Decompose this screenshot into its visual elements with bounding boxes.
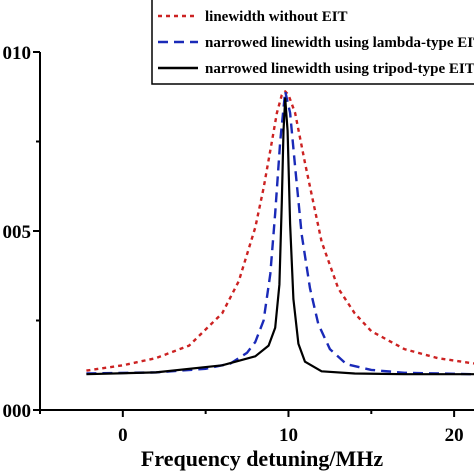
- x-axis-title: Frequency detuning/MHz: [141, 446, 383, 471]
- legend-label-1: linewidth without EIT: [205, 9, 348, 25]
- y-tick-label: 010: [3, 43, 32, 64]
- x-tick-label: 20: [445, 425, 464, 446]
- y-tick-label: 005: [3, 222, 32, 243]
- legend-label-2: narrowed linewidth using lambda-type EIT: [205, 35, 474, 51]
- x-ticks: 0 10 20: [39, 410, 464, 446]
- legend-box: [151, 0, 474, 85]
- plot-lines: [86, 90, 474, 376]
- series-line-2: [86, 90, 474, 376]
- legend: linewidth without EIT narrowed linewidth …: [151, 0, 474, 85]
- series-line-3: [86, 97, 474, 376]
- y-tick-label: 000: [3, 401, 32, 422]
- series-line-1: [86, 90, 474, 372]
- legend-entries: linewidth without EIT narrowed linewidth …: [158, 9, 474, 77]
- x-tick-label: 10: [279, 425, 298, 446]
- legend-label-3: narrowed linewidth using tripod-type EIT: [205, 61, 474, 77]
- y-ticks: 000 005 010: [3, 43, 40, 422]
- x-tick-label: 0: [118, 425, 128, 446]
